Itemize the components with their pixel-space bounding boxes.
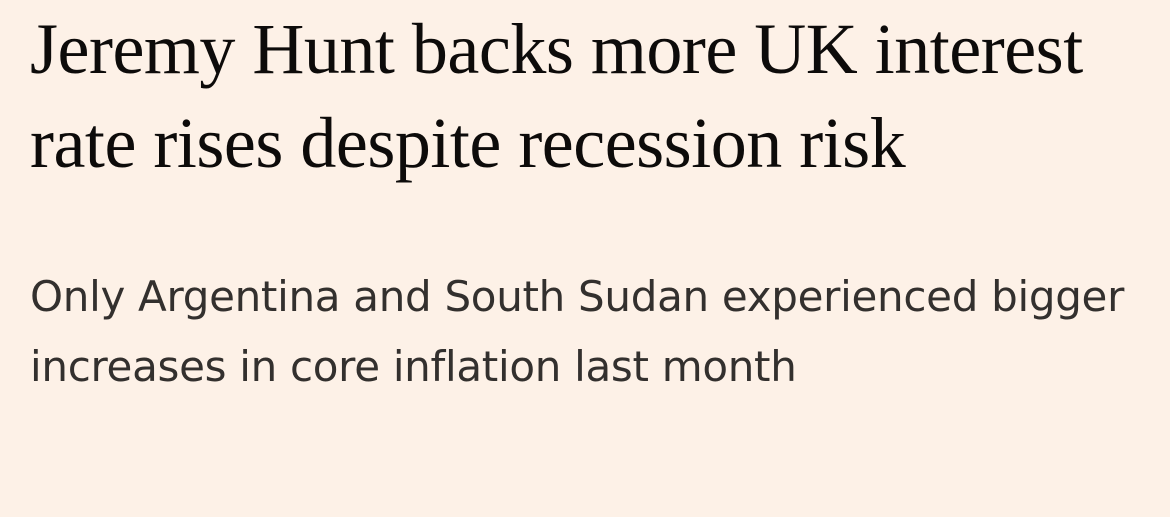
standfirst: Only Argentina and South Sudan experienc…	[30, 272, 1125, 391]
headline: Jeremy Hunt backs more UK interest rate …	[30, 9, 1083, 183]
article: Jeremy Hunt backs more UK interest rate …	[30, 0, 1140, 402]
